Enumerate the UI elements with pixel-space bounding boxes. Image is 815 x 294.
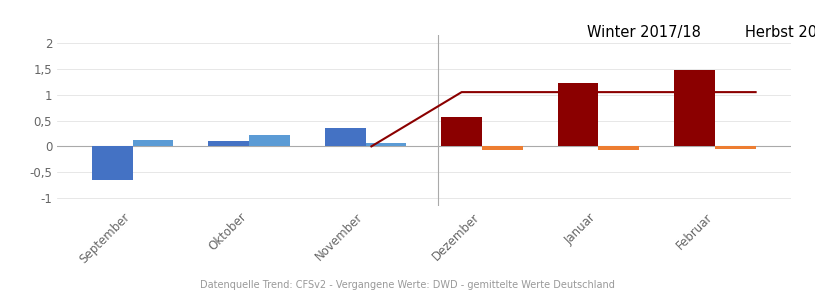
Bar <box>715 146 756 149</box>
Bar <box>325 128 366 146</box>
Bar <box>674 71 715 146</box>
Bar <box>92 146 133 180</box>
Bar <box>598 146 639 150</box>
Bar <box>249 135 290 146</box>
Bar <box>482 146 522 150</box>
Text: Herbst 2017: Herbst 2017 <box>745 25 815 40</box>
Bar <box>209 141 249 146</box>
Text: Datenquelle Trend: CFSv2 - Vergangene Werte: DWD - gemittelte Werte Deutschland: Datenquelle Trend: CFSv2 - Vergangene We… <box>200 280 615 290</box>
Bar <box>133 140 174 146</box>
Bar <box>441 117 482 146</box>
Bar <box>557 83 598 146</box>
Bar <box>366 143 407 146</box>
Text: Winter 2017/18: Winter 2017/18 <box>587 25 701 40</box>
